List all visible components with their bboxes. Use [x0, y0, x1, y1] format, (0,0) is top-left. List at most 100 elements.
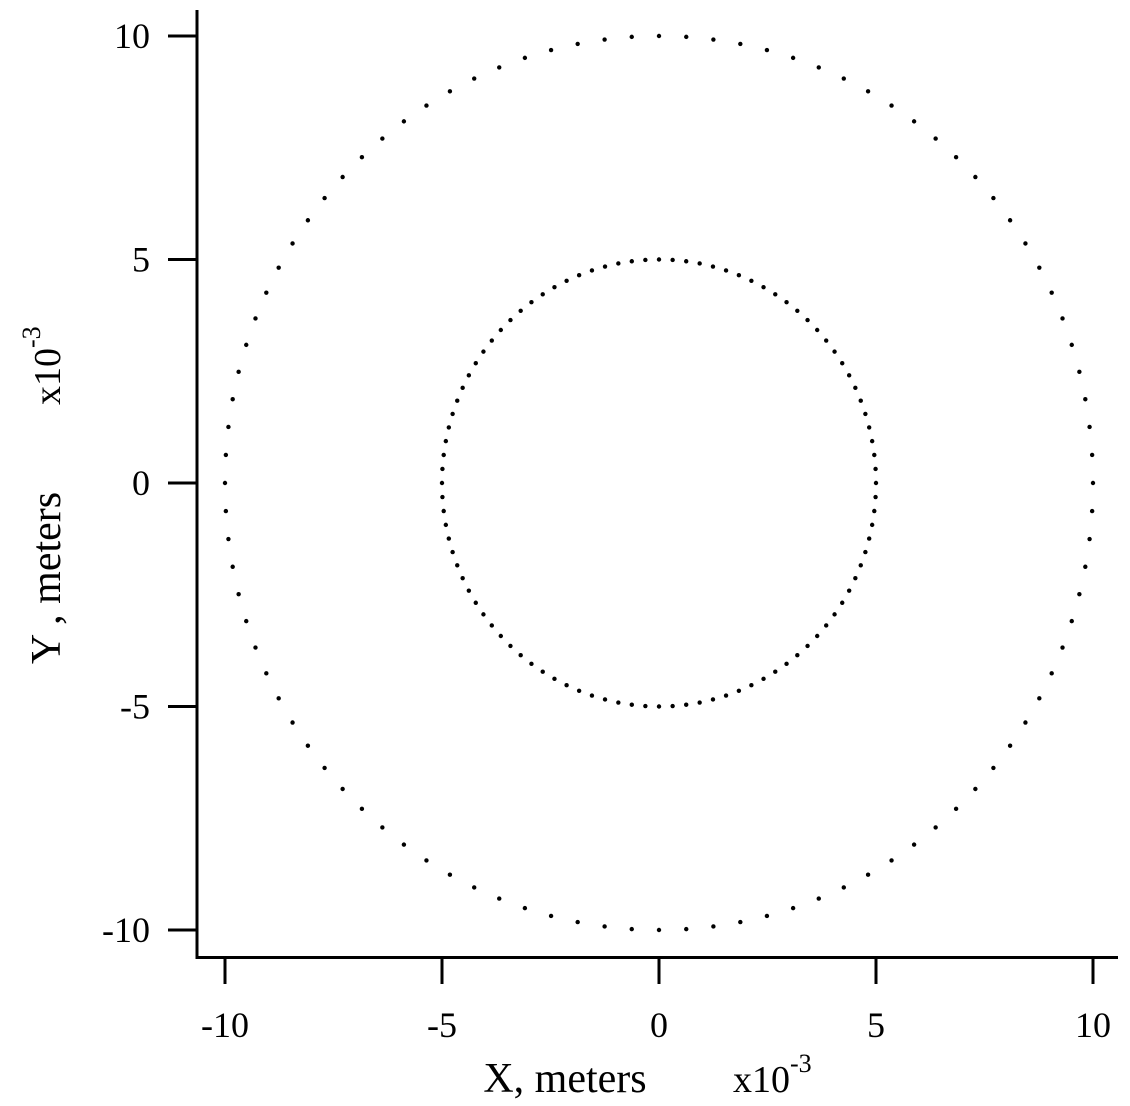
y-tick-label: -5: [120, 687, 150, 727]
series-1-point: [443, 522, 449, 528]
series-1-point: [749, 278, 754, 283]
series-1-point: [440, 466, 445, 472]
series-1-point: [710, 264, 716, 269]
series-1-point: [846, 588, 852, 593]
series-0-point: [1077, 591, 1082, 597]
series-0-point: [497, 65, 502, 70]
series-1-point: [446, 536, 452, 541]
series-0-point: [738, 41, 743, 47]
series-1-point: [481, 612, 486, 617]
series-1-point: [518, 653, 523, 658]
series-1-point: [529, 661, 534, 667]
series-0-point: [656, 33, 662, 39]
series-1-point: [784, 299, 789, 305]
series-0-point: [522, 55, 528, 61]
series-1-point: [869, 522, 875, 528]
series-1-point: [805, 643, 810, 649]
series-0-point: [1060, 316, 1065, 321]
series-0-point: [253, 316, 258, 321]
series-0-point: [764, 47, 770, 53]
series-1-point: [576, 272, 582, 278]
series-1-point: [805, 317, 810, 323]
series-0-point: [222, 480, 228, 486]
series-1-point: [858, 563, 863, 568]
series-0-point: [359, 154, 365, 160]
series-1-point: [589, 268, 595, 273]
series-0-point: [602, 924, 607, 929]
series-0-point: [264, 671, 269, 676]
series-1-point: [616, 700, 621, 705]
y-axis-ticks: -10 -5 0 5 10: [102, 16, 197, 950]
y-multiplier-exponent: -3: [17, 326, 46, 348]
series-1-point: [853, 385, 858, 391]
series-0-point: [1007, 218, 1013, 223]
series-1-point: [498, 633, 504, 639]
x-tick-label: 5: [867, 1005, 885, 1045]
series-1-point: [873, 466, 878, 472]
series-1-point: [853, 575, 858, 581]
series-0-point: [1007, 743, 1013, 748]
series-1-point: [643, 257, 648, 263]
series-1-point: [643, 703, 648, 709]
series-1-point: [710, 697, 716, 702]
series-1-point: [656, 704, 662, 709]
series-0-point: [1083, 397, 1088, 402]
series-1-point: [489, 623, 494, 628]
series-1-point: [863, 411, 868, 417]
series-1-point: [439, 480, 445, 486]
series-0-point: [933, 136, 938, 141]
plot-points: [222, 33, 1096, 933]
series-1-point: [863, 549, 868, 555]
y-multiplier-base: x10: [27, 348, 69, 405]
series-0-point: [447, 89, 453, 94]
series-1-point: [508, 317, 513, 323]
series-0-point: [472, 76, 477, 81]
series-1-point: [832, 612, 837, 617]
series-1-point: [872, 452, 877, 458]
series-0-point: [684, 34, 689, 40]
series-1-point: [824, 338, 829, 343]
series-1-point: [489, 338, 494, 343]
series-0-point: [1089, 452, 1095, 458]
series-0-point: [1087, 424, 1092, 430]
series-0-point: [1023, 241, 1028, 246]
series-1-point: [466, 373, 472, 378]
series-1-point: [869, 438, 875, 444]
series-1-point: [540, 292, 545, 297]
series-1-point: [684, 702, 689, 707]
series-1-point: [552, 676, 557, 682]
series-1-point: [616, 261, 621, 266]
series-1-point: [446, 425, 452, 430]
series-0-point: [991, 765, 996, 771]
series-1-point: [473, 361, 478, 366]
series-1-point: [697, 261, 702, 266]
y-tick-label: -10: [102, 910, 150, 950]
y-tick-label: 5: [132, 240, 150, 280]
series-0-point: [226, 536, 231, 542]
y-axis-multiplier: x10-3: [17, 326, 69, 405]
series-0-point: [244, 618, 249, 624]
series-0-point: [401, 119, 407, 124]
series-1-point: [455, 563, 460, 568]
series-1-point: [697, 700, 702, 705]
series-0-point: [236, 591, 241, 597]
series-1-point: [814, 633, 820, 639]
series-1-point: [761, 676, 766, 682]
series-1-point: [629, 702, 634, 707]
series-0-point: [1049, 671, 1054, 676]
series-0-point: [973, 786, 978, 792]
series-0-point: [790, 905, 796, 911]
series-1-point: [736, 688, 742, 694]
series-0-point: [424, 103, 429, 108]
series-1-point: [460, 575, 465, 581]
series-1-point: [814, 327, 820, 333]
series-0-point: [1087, 536, 1092, 542]
series-0-point: [340, 786, 345, 792]
series-1-point: [723, 268, 729, 273]
x-axis-ticks: -10 -5 0 5 10: [201, 957, 1111, 1045]
series-1-point: [455, 398, 460, 403]
series-0-point: [865, 89, 871, 94]
series-1-point: [440, 494, 445, 500]
series-0-point: [991, 195, 996, 201]
